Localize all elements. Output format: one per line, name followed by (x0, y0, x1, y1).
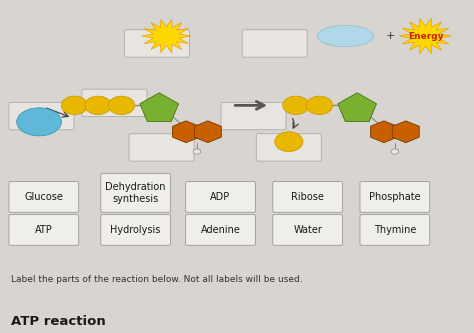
Text: Label the parts of the reaction below. Not all labels will be used.: Label the parts of the reaction below. N… (11, 275, 302, 284)
Text: Energy: Energy (408, 32, 443, 41)
FancyBboxPatch shape (221, 102, 286, 130)
Text: Thymine: Thymine (374, 225, 416, 235)
Ellipse shape (17, 108, 62, 136)
Circle shape (61, 96, 88, 115)
Text: Glucose: Glucose (24, 192, 63, 202)
FancyBboxPatch shape (9, 181, 79, 212)
Text: Phosphate: Phosphate (369, 192, 420, 202)
Text: ADP: ADP (210, 192, 231, 202)
Polygon shape (338, 93, 376, 122)
Polygon shape (400, 18, 451, 54)
FancyBboxPatch shape (124, 30, 190, 57)
Polygon shape (142, 19, 191, 53)
FancyBboxPatch shape (360, 181, 430, 212)
FancyBboxPatch shape (273, 214, 343, 245)
FancyBboxPatch shape (101, 173, 171, 212)
FancyBboxPatch shape (360, 214, 430, 245)
Ellipse shape (317, 25, 374, 47)
FancyBboxPatch shape (186, 181, 255, 212)
FancyBboxPatch shape (273, 181, 343, 212)
Polygon shape (371, 121, 397, 143)
Circle shape (275, 132, 303, 152)
Polygon shape (140, 93, 179, 122)
Circle shape (306, 96, 333, 115)
Circle shape (193, 149, 201, 154)
Text: ATP: ATP (35, 225, 53, 235)
Circle shape (109, 96, 135, 115)
FancyBboxPatch shape (186, 214, 255, 245)
Circle shape (85, 96, 111, 115)
FancyBboxPatch shape (242, 30, 307, 57)
Circle shape (283, 96, 309, 115)
FancyBboxPatch shape (101, 214, 171, 245)
Text: Water: Water (293, 225, 322, 235)
FancyBboxPatch shape (9, 214, 79, 245)
Text: Hydrolysis: Hydrolysis (110, 225, 161, 235)
Text: ATP reaction: ATP reaction (11, 315, 106, 328)
FancyBboxPatch shape (9, 102, 74, 130)
Circle shape (391, 149, 399, 154)
Polygon shape (173, 121, 200, 143)
Polygon shape (194, 121, 221, 143)
FancyBboxPatch shape (82, 89, 147, 117)
Text: Dehydration
synthesis: Dehydration synthesis (105, 182, 166, 203)
Text: Adenine: Adenine (201, 225, 240, 235)
Text: Ribose: Ribose (291, 192, 324, 202)
FancyBboxPatch shape (129, 134, 194, 161)
Polygon shape (392, 121, 419, 143)
FancyBboxPatch shape (256, 134, 321, 161)
Text: +: + (385, 31, 395, 41)
